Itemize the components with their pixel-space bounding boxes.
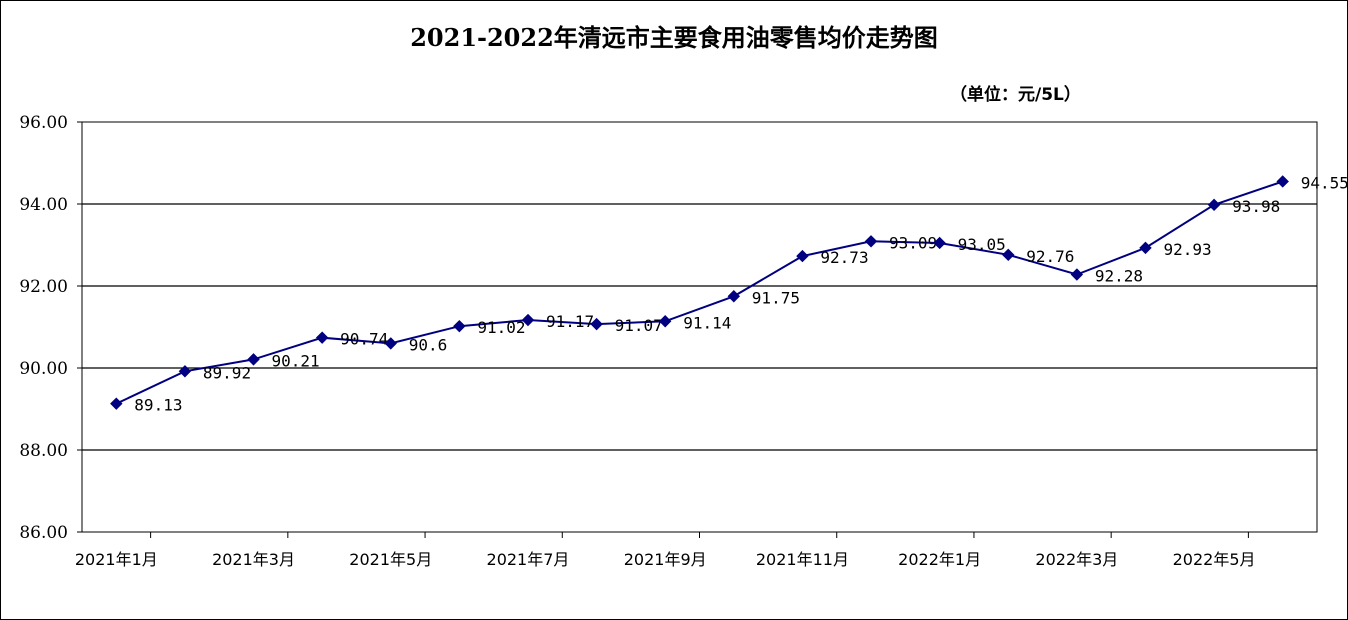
data-point: [110, 397, 123, 410]
data-point: [453, 319, 466, 333]
data-point: [590, 317, 603, 331]
data-label: 94.55: [1301, 173, 1348, 192]
data-label: 92.28: [1095, 267, 1143, 286]
data-label: 89.13: [134, 396, 182, 415]
data-label: 93.05: [958, 235, 1006, 254]
data-point: [658, 315, 672, 328]
data-label: 90.6: [409, 335, 448, 354]
series-line: [115, 180, 1284, 405]
y-tick-label: 88.00: [19, 441, 68, 461]
data-label: 89.92: [203, 363, 251, 382]
data-point: [178, 365, 192, 378]
data-point: [727, 290, 741, 303]
x-tick-label: 2021年1月: [75, 550, 158, 569]
y-tick-label: 94.00: [19, 195, 68, 215]
x-tick-label: 2022年3月: [1035, 550, 1118, 569]
chart-title: 2021-2022年清远市主要食用油零售均价走势图: [410, 23, 938, 52]
data-label: 90.74: [340, 330, 388, 349]
data-point: [1070, 268, 1084, 281]
data-label: 91.14: [683, 313, 731, 332]
data-label: 92.76: [1026, 247, 1074, 266]
y-tick-label: 96.00: [19, 113, 68, 133]
data-point: [247, 353, 260, 366]
data-label: 92.93: [1163, 240, 1211, 259]
x-tick-label: 2021年5月: [349, 550, 432, 569]
x-tick-label: 2021年7月: [487, 550, 570, 569]
x-tick-label: 2022年1月: [898, 550, 981, 569]
data-point: [796, 249, 809, 263]
unit-label: （单位：元/5L）: [950, 85, 1081, 105]
data-point: [864, 235, 878, 248]
data-point: [1276, 175, 1289, 188]
data-label: 90.21: [272, 351, 320, 370]
data-label: 91.07: [615, 316, 663, 335]
data-point: [315, 331, 329, 344]
data-point: [521, 313, 535, 327]
data-point: [1207, 198, 1221, 212]
data-label: 93.09: [889, 233, 937, 252]
data-point: [384, 337, 397, 350]
data-point: [933, 236, 946, 250]
data-label: 93.98: [1232, 197, 1280, 216]
y-tick-label: 86.00: [19, 523, 68, 543]
x-tick-label: 2021年9月: [624, 550, 707, 569]
data-label: 92.73: [820, 248, 868, 267]
y-tick-label: 92.00: [19, 277, 68, 297]
data-point: [1002, 248, 1015, 262]
data-label: 91.17: [546, 312, 594, 331]
x-tick-label: 2022年5月: [1173, 550, 1256, 569]
data-point: [1139, 241, 1152, 255]
x-tick-label: 2021年11月: [756, 550, 849, 569]
y-tick-label: 90.00: [19, 359, 68, 379]
x-tick-label: 2021年3月: [212, 550, 295, 569]
data-label: 91.75: [752, 288, 800, 307]
data-label: 91.02: [477, 318, 525, 337]
